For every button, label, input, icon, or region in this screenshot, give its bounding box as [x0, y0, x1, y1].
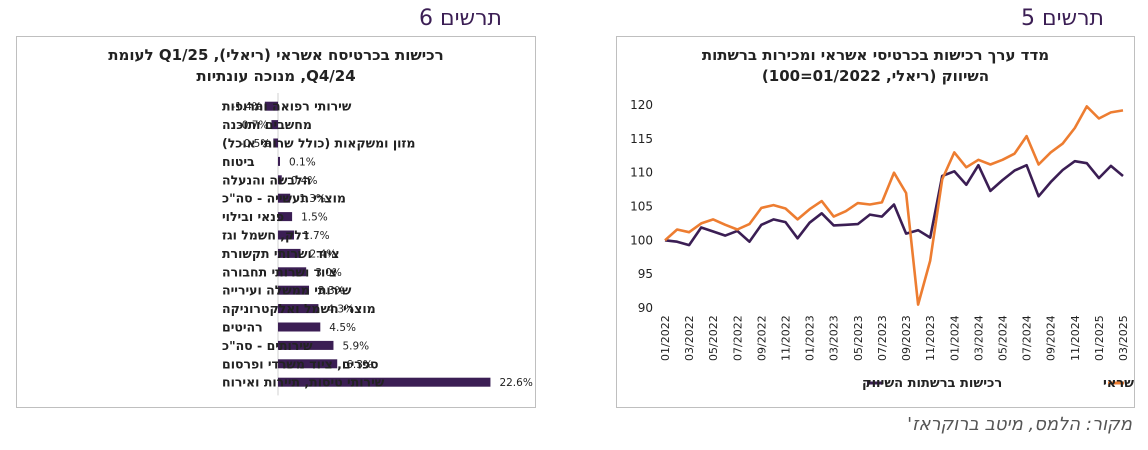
x-tick-label: 01/2025 — [1093, 315, 1106, 361]
line-chart-title-line2: השיווק (ריאלי, 01/2022=100) — [761, 67, 990, 85]
x-tick-label: 11/2024 — [1069, 315, 1082, 361]
series-line — [664, 159, 1124, 247]
category-label: דלק, חשמל וגז — [222, 228, 309, 243]
x-tick-label: 05/2024 — [996, 315, 1009, 361]
bar — [278, 359, 338, 369]
category-label: שירותים - סה"כ — [222, 338, 313, 353]
x-tick-label: 09/2024 — [1045, 315, 1058, 361]
category-label: ספרים, ציוד משרדי ופרסום — [222, 356, 379, 371]
category-label: שירותי טיסות, תיירות ואירוח — [222, 375, 385, 390]
data-label: 1.3% — [299, 193, 326, 205]
data-label: 0.4% — [291, 175, 318, 187]
x-tick-label: 11/2022 — [780, 315, 793, 361]
data-label: -1.4% — [231, 101, 261, 113]
data-label: 3.0% — [315, 267, 342, 279]
series-line — [664, 105, 1124, 306]
x-tick-label: 01/2022 — [659, 315, 672, 361]
x-tick-label: 03/2025 — [1117, 315, 1130, 361]
bar-chart-title-line1: רכישות בכרטיסח אשראי (ריאלי), Q1/25 לעומ… — [108, 46, 444, 64]
category-label: שירותי רפואה ותרופות — [222, 99, 352, 114]
x-tick-label: 05/2022 — [707, 315, 720, 361]
y-tick-label: 100 — [630, 233, 653, 247]
bar — [273, 138, 278, 148]
bar-chart: שירותי רפואה ותרופות-1.4%מחשבים ותוכנה-0… — [222, 93, 533, 396]
line-chart: 90 95 100 105 110 115 120 01/2022 03/2022 05/2022… — [630, 98, 1134, 391]
legend-label: רכישות ברשתות השיווק — [862, 376, 1002, 391]
category-label: מחשבים ותוכנה — [222, 117, 312, 132]
bar — [278, 267, 307, 277]
x-tick-label: 05/2023 — [852, 315, 865, 361]
x-tick-label: 03/2023 — [828, 315, 841, 361]
data-label: 6.3% — [346, 359, 373, 371]
category-label: שירותי ממשלה ועירייה — [222, 283, 352, 298]
legend-label: רכישות בכרטיסי אשראי — [1103, 376, 1134, 391]
bar — [278, 285, 310, 295]
x-tick-label: 09/2023 — [900, 315, 913, 361]
x-tick-label: 07/2024 — [1021, 315, 1034, 361]
x-tick-label: 09/2022 — [755, 315, 768, 361]
x-tick-label: 07/2023 — [876, 315, 889, 361]
category-label: מזון ומשקאות (כולל שרותי אוכל) — [222, 136, 415, 151]
y-tick-label: 115 — [630, 132, 653, 146]
bar — [278, 248, 301, 258]
x-tick-label: 03/2024 — [972, 315, 985, 361]
data-label: 4.3% — [327, 304, 354, 316]
bar — [278, 156, 280, 166]
x-tick-label: 03/2022 — [683, 315, 696, 361]
data-label: 3.3% — [318, 285, 345, 297]
category-label: ציוד ושרותי תחבורה — [222, 264, 337, 279]
bar — [278, 193, 291, 203]
bar — [278, 212, 293, 222]
category-label: מוצרי תעשייה - סה"כ — [222, 191, 346, 206]
y-tick-label: 95 — [638, 267, 653, 281]
figure-5-label: תרשים 5 — [1021, 6, 1104, 31]
data-label: -0.5% — [240, 138, 270, 150]
x-tick-label: 11/2023 — [924, 315, 937, 361]
data-label: -0.7% — [238, 120, 268, 132]
bar — [278, 175, 282, 185]
bar — [264, 101, 278, 111]
bar-chart-title-line2: Q4/24, מנוכה עונתיות — [196, 67, 356, 85]
line-chart-title-line1: מדד ערך רכישות בכרטיסי אשראי ומכירות ברש… — [701, 46, 1050, 64]
data-label: 4.5% — [329, 322, 356, 334]
y-tick-label: 105 — [630, 200, 653, 214]
category-label: הלבשה והנעלה — [222, 172, 311, 187]
category-label: ציוד ושרותי תקשורת — [222, 246, 340, 261]
source-note: מקור: הלמס, מיטב ברוקראז' — [907, 414, 1132, 435]
data-label: 0.1% — [289, 156, 316, 168]
category-label: פנאי ובילוי — [222, 209, 284, 224]
figure-6-label: תרשים 6 — [419, 6, 502, 31]
bar — [278, 230, 294, 240]
data-label: 1.5% — [301, 212, 328, 224]
bar — [278, 304, 319, 314]
bar — [271, 120, 278, 130]
data-label: 22.6% — [499, 377, 532, 389]
bar — [278, 322, 321, 332]
bar — [278, 377, 491, 387]
bar-chart-panel: רכישות בכרטיסח אשראי (ריאלי), Q1/25 לעומ… — [16, 36, 536, 408]
x-tick-label: 01/2024 — [948, 315, 961, 361]
line-chart-panel: מדד ערך רכישות בכרטיסי אשראי ומכירות ברש… — [616, 36, 1135, 408]
category-label: רהיטים — [222, 320, 263, 335]
category-label: ביטוח — [222, 154, 255, 169]
bar — [278, 340, 334, 350]
data-label: 5.9% — [342, 340, 369, 352]
y-tick-label: 110 — [630, 166, 653, 180]
data-label: 2.4% — [310, 248, 337, 260]
data-label: 1.7% — [303, 230, 330, 242]
category-label: מוצרי חשמל ואלקטרוניקה — [222, 301, 376, 316]
y-tick-label: 120 — [630, 98, 653, 112]
x-tick-label: 07/2022 — [731, 315, 744, 361]
x-tick-label: 01/2023 — [804, 315, 817, 361]
y-tick-label: 90 — [638, 301, 653, 315]
